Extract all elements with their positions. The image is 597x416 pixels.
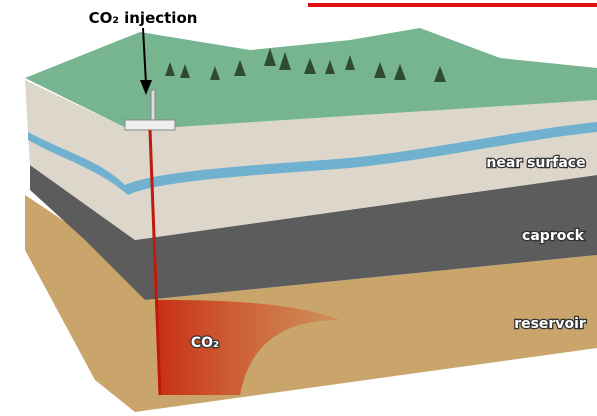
ground-surface [25, 28, 597, 130]
near-surface-layer [25, 80, 597, 240]
injection-label: CO₂ injection [89, 9, 198, 27]
layer-label: reservoir [514, 316, 586, 332]
layer-label: caprock [522, 228, 585, 244]
aquifer [28, 122, 597, 195]
arrowhead [140, 80, 152, 95]
caprock-layer [30, 165, 597, 300]
layer-label: near surface [486, 155, 585, 171]
rig-tower [150, 89, 156, 121]
arrow [142, 27, 147, 85]
top-bar [308, 3, 597, 7]
rig-base [124, 119, 176, 131]
plume-label: CO₂ [191, 335, 219, 351]
trees [165, 48, 446, 82]
co2-plume [155, 300, 340, 395]
well [148, 129, 162, 396]
